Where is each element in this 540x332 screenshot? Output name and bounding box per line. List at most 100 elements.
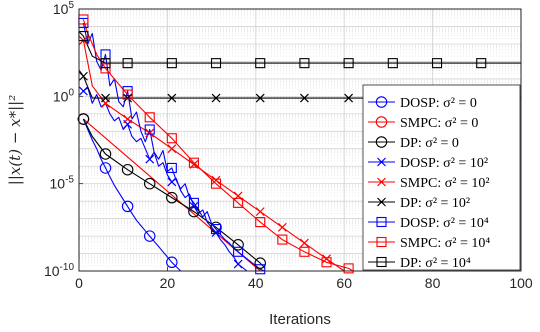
legend-label: SMPC: σ² = 0: [400, 116, 478, 131]
series-point-4: [299, 238, 309, 248]
series-point-4: [277, 222, 287, 232]
legend-marker: [375, 136, 388, 148]
legend-label: DP: σ² = 10²: [400, 196, 470, 211]
series-point-6: [144, 124, 155, 135]
series-line-8: [79, 31, 521, 64]
legend-box: [362, 84, 521, 271]
series-point-8: [210, 58, 222, 69]
series-point-7: [166, 133, 177, 144]
series-point-8: [387, 58, 398, 69]
legend-marker: [377, 177, 386, 187]
series-point-0: [143, 230, 156, 242]
legend-marker: [376, 236, 387, 248]
series-line-0: [82, 118, 182, 271]
x-tick-label: 100: [509, 275, 533, 291]
y-tick-label: 105: [53, 0, 75, 17]
legend-marker: [375, 116, 388, 128]
series-point-6: [210, 224, 222, 235]
legend: DOSP: σ² = 0 SMPC: σ² = 0 DP: σ² = 0 DOSP: …: [362, 84, 521, 271]
series-point-8: [255, 58, 266, 69]
legend-label: SMPC: σ² = 10⁴: [400, 236, 490, 251]
series-markers: [77, 14, 487, 275]
series-point-2: [77, 113, 90, 125]
x-tick-label: 40: [248, 275, 264, 291]
series-line-7: [82, 19, 354, 271]
series-point-5: [101, 93, 110, 103]
series-point-5: [344, 93, 354, 103]
series-point-6: [233, 246, 244, 257]
legend-label: DP: σ² = 10⁴: [400, 256, 471, 271]
series-point-0: [121, 200, 134, 213]
x-tick-label: 20: [160, 275, 176, 291]
series-line-4: [82, 40, 345, 271]
series-point-4: [322, 254, 331, 264]
series-line-2: [82, 118, 265, 268]
y-tick-label: 10-10: [44, 262, 74, 279]
series-point-5: [255, 93, 265, 103]
axes-box: [78, 8, 522, 272]
series-point-4: [145, 128, 155, 138]
series-point-7: [255, 217, 266, 228]
series-point-6: [166, 162, 177, 173]
legend-marker: [376, 216, 387, 228]
series-point-7: [299, 246, 310, 257]
series-point-4: [167, 144, 177, 154]
legend-label: DP: σ² = 0: [400, 136, 459, 151]
series-point-0: [166, 256, 178, 269]
series-point-5: [299, 93, 309, 103]
legend-label: DOSP: σ² = 0: [400, 96, 477, 111]
legend-marker: [375, 96, 388, 108]
series-point-7: [277, 234, 288, 245]
series-point-3: [189, 201, 199, 211]
x-tick-label: 80: [425, 275, 441, 291]
series-point-5: [78, 71, 88, 81]
series-point-3: [211, 228, 221, 237]
series-point-8: [100, 58, 111, 69]
x-tick-label: 0: [75, 275, 83, 291]
series-point-3: [145, 154, 155, 164]
axis-ticks: 0 20 40 60 80 100 10-10 10-5 100 105: [44, 0, 533, 291]
series-line-1: [83, 118, 261, 271]
series-point-5: [167, 93, 177, 103]
series-point-2: [99, 148, 112, 160]
series-point-3: [233, 259, 243, 269]
series-point-7: [210, 178, 222, 189]
series-point-2: [232, 239, 244, 251]
series-point-7: [321, 257, 332, 268]
series-point-4: [255, 207, 265, 217]
y-tick-label: 10-5: [50, 175, 75, 192]
legend-marker: [377, 157, 386, 167]
x-tick-label: 60: [336, 275, 352, 291]
series-point-8: [343, 58, 354, 69]
series-point-7: [233, 197, 244, 208]
series-point-8: [299, 58, 310, 69]
series-point-2: [254, 257, 266, 269]
series-point-4: [211, 175, 221, 185]
series-point-3: [78, 86, 88, 96]
series-point-0: [99, 162, 112, 174]
series-point-7: [122, 89, 133, 100]
series-point-6: [188, 197, 199, 208]
y-tick-label: 100: [53, 87, 75, 104]
x-axis-label: Iterations: [269, 311, 331, 328]
legend-label: SMPC: σ² = 10²: [400, 176, 490, 191]
series-point-5: [211, 93, 221, 103]
y-axis-label: ||x(t) − x*||²: [6, 95, 24, 185]
series-point-7: [100, 63, 111, 74]
series-point-8: [122, 58, 133, 69]
series-point-8: [431, 58, 443, 69]
legend-marker: [376, 256, 387, 268]
series-point-7: [144, 112, 155, 123]
series-point-8: [476, 58, 487, 69]
legend-marker: [377, 197, 386, 207]
series-point-4: [123, 114, 133, 124]
series-point-2: [121, 163, 134, 176]
legend-label: DOSP: σ² = 10⁴: [400, 216, 489, 231]
series-point-3: [167, 177, 177, 187]
series-point-7: [188, 157, 199, 168]
series-line-3: [83, 87, 248, 271]
series-point-2: [143, 177, 156, 190]
series-point-8: [166, 58, 177, 69]
series-point-2: [166, 191, 178, 204]
